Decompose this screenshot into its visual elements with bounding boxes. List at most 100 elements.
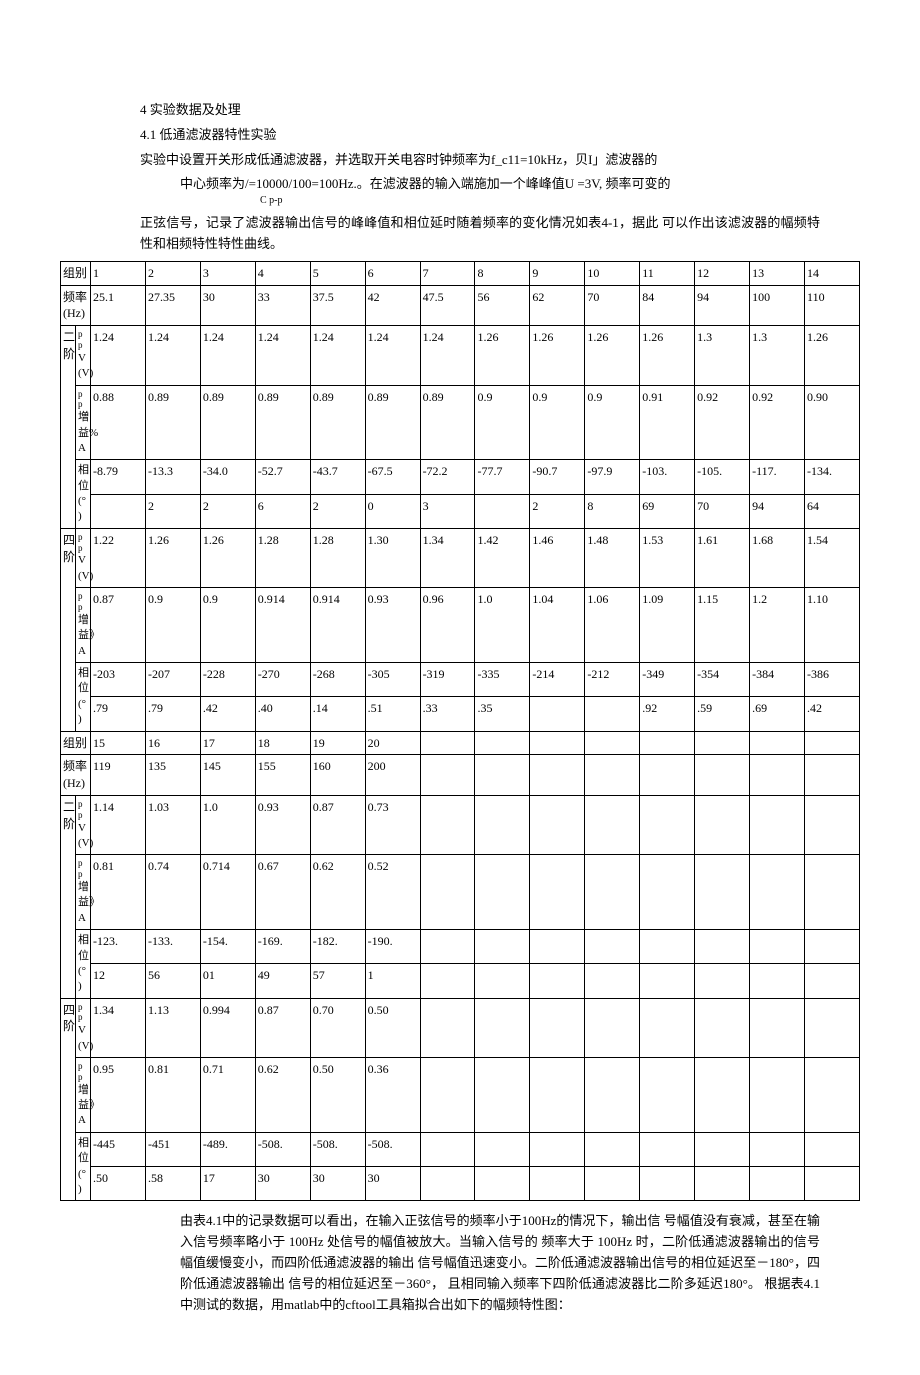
table-cell: -207 (145, 663, 200, 697)
table-cell: 1.24 (91, 326, 146, 385)
table-row: p p増益% A0.880.890.890.890.890.890.890.90… (61, 385, 860, 460)
table-cell: -90.7 (530, 460, 585, 494)
table-cell (420, 1132, 475, 1166)
table-cell: 12 (91, 964, 146, 998)
table-cell: 57 (310, 964, 365, 998)
table-cell (530, 1058, 585, 1133)
table-cell: -270 (255, 663, 310, 697)
table-cell: 37.5 (310, 285, 365, 326)
table-cell (475, 731, 530, 755)
table-cell: 频率(Hz) (61, 755, 91, 796)
table-cell: 49 (255, 964, 310, 998)
table-cell: -305 (365, 663, 420, 697)
table-cell (750, 1167, 805, 1201)
table-cell: 组别 (61, 261, 91, 285)
table-cell: 3 (200, 261, 255, 285)
table-cell: 0.9 (200, 588, 255, 663)
table-cell (420, 855, 475, 930)
table-cell: -489. (200, 1132, 255, 1166)
table-cell (585, 697, 640, 731)
table-cell: -52.7 (255, 460, 310, 494)
table-cell: 1.26 (585, 326, 640, 385)
table-cell: 0.74 (145, 855, 200, 930)
table-cell (805, 1167, 860, 1201)
paragraph-2-subscript: C p-p (260, 193, 820, 209)
table-cell: 0.914 (255, 588, 310, 663)
table-row: p p增益》A0.950.810.710.620.500.36 (61, 1058, 860, 1133)
table-cell: -190. (365, 930, 420, 964)
paragraph-3: 正弦信号，记录了滤波器输出信号的峰峰值和相位延时随着频率的变化情况如表4-1，据… (140, 213, 820, 255)
table-cell: 0.87 (255, 998, 310, 1057)
table-cell (585, 795, 640, 854)
table-cell: .40 (255, 697, 310, 731)
table-cell: 相位(° ) (76, 663, 91, 732)
table-cell: -77.7 (475, 460, 530, 494)
table-cell (695, 1058, 750, 1133)
table-cell: 145 (200, 755, 255, 796)
table-cell (750, 930, 805, 964)
table-cell: 相位(° ) (76, 930, 91, 999)
table-cell (420, 795, 475, 854)
table-cell (585, 964, 640, 998)
table-cell: .79 (145, 697, 200, 731)
table-cell: 11 (640, 261, 695, 285)
table-cell (475, 930, 530, 964)
table-cell (695, 930, 750, 964)
table-cell: 0.50 (365, 998, 420, 1057)
table-cell: 70 (585, 285, 640, 326)
table-cell: .33 (420, 697, 475, 731)
table-cell (420, 755, 475, 796)
table-cell: p pV (V) (76, 528, 91, 587)
table-cell: 1.54 (805, 528, 860, 587)
table-cell: 1.3 (750, 326, 805, 385)
table-cell: 1 (365, 964, 420, 998)
table-cell (530, 755, 585, 796)
table-cell (750, 855, 805, 930)
table-row: 二 阶p pV (V)1.141.031.00.930.870.73 (61, 795, 860, 854)
table-cell: 01 (200, 964, 255, 998)
table-cell (805, 1058, 860, 1133)
table-cell: -103. (640, 460, 695, 494)
table-cell: 0.91 (640, 385, 695, 460)
table-cell: 组别 (61, 731, 91, 755)
table-cell: 10 (585, 261, 640, 285)
table-row: 四 阶p pV (V)1.341.130.9940.870.700.50 (61, 998, 860, 1057)
table-cell: 15 (91, 731, 146, 755)
table-cell (530, 697, 585, 731)
table-cell: .79 (91, 697, 146, 731)
table-cell: 0.52 (365, 855, 420, 930)
table-row: 频率(Hz)119135145155160200 (61, 755, 860, 796)
table-cell: 1.24 (310, 326, 365, 385)
table-cell (695, 964, 750, 998)
table-cell: -445 (91, 1132, 146, 1166)
subsection-number: 4.1 低通滤波器特性实验 (140, 125, 860, 146)
table-cell: 200 (365, 755, 420, 796)
table-cell: 42 (365, 285, 420, 326)
table-cell: 1.26 (475, 326, 530, 385)
table-cell: 二 阶 (61, 795, 76, 998)
table-cell: 1.26 (200, 528, 255, 587)
table-cell: .42 (805, 697, 860, 731)
table-cell (695, 998, 750, 1057)
table-cell: 0.89 (365, 385, 420, 460)
data-table: 组别1234567891011121314频率(Hz)25.127.353033… (60, 261, 860, 1202)
table-cell: 0.93 (365, 588, 420, 663)
table-cell: 0.87 (310, 795, 365, 854)
table-cell (530, 1132, 585, 1166)
table-cell: -133. (145, 930, 200, 964)
table-cell: -117. (750, 460, 805, 494)
table-cell: 33 (255, 285, 310, 326)
table-cell: 相位(° ) (76, 460, 91, 529)
table-cell: p pV (V) (76, 998, 91, 1057)
table-cell (750, 731, 805, 755)
table-cell: 1.34 (91, 998, 146, 1057)
table-cell (475, 1167, 530, 1201)
table-row: p p增益》A0.810.740.7140.670.620.52 (61, 855, 860, 930)
table-cell: 1.06 (585, 588, 640, 663)
table-cell: 56 (145, 964, 200, 998)
table-cell (805, 998, 860, 1057)
table-cell: 0.71 (200, 1058, 255, 1133)
table-cell: 0.93 (255, 795, 310, 854)
table-cell (695, 1132, 750, 1166)
table-cell: 8 (585, 494, 640, 528)
